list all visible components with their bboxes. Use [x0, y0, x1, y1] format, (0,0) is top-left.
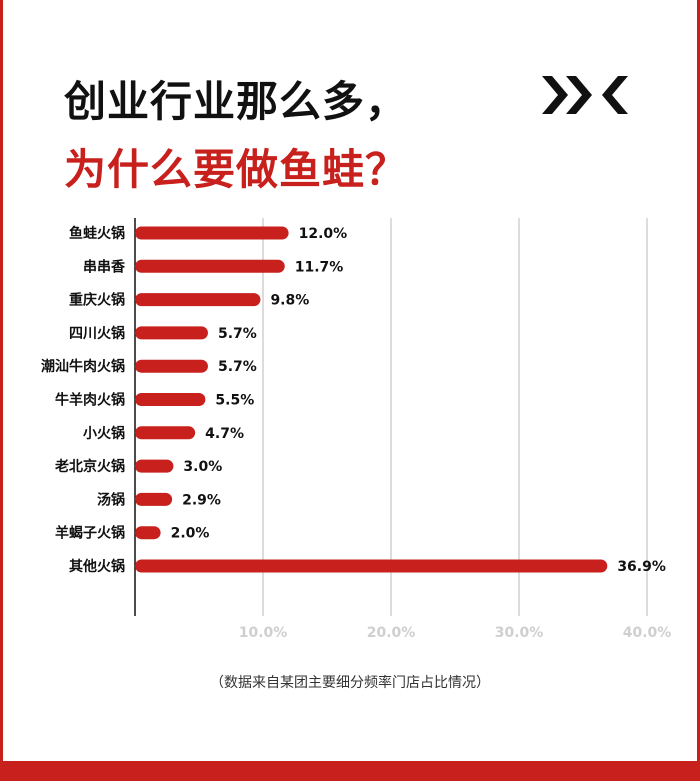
value-label: 9.8% — [270, 293, 309, 309]
category-label: 重庆火锅 — [69, 292, 125, 309]
grid-lines — [262, 218, 648, 616]
category-label: 羊蝎子火锅 — [55, 525, 125, 542]
value-label: 4.7% — [205, 426, 244, 442]
bar — [135, 559, 608, 573]
bar — [135, 393, 206, 406]
bar — [135, 226, 289, 240]
title-line-2: 为什么要做鱼蛙？ — [64, 145, 409, 194]
frame-bottom-band — [0, 761, 700, 781]
double-chevron-logo-icon — [542, 76, 628, 114]
x-tick-label: 40.0% — [623, 625, 672, 641]
frame-right-border — [697, 0, 700, 781]
value-label: 3.0% — [183, 459, 222, 475]
frame-left-border — [0, 0, 3, 781]
value-label: 12.0% — [299, 226, 348, 242]
x-tick-label: 20.0% — [367, 625, 416, 641]
value-label: 2.0% — [171, 526, 210, 542]
category-label: 老北京火锅 — [55, 458, 125, 475]
category-label: 小火锅 — [83, 426, 125, 442]
category-label: 汤锅 — [97, 492, 125, 508]
x-tick-label: 30.0% — [495, 625, 544, 641]
value-label: 5.5% — [215, 393, 254, 409]
category-label: 串串香 — [83, 258, 126, 275]
category-label: 鱼蛙火锅 — [69, 225, 125, 242]
title-line-1: 创业行业那么多， — [64, 77, 409, 126]
bar — [135, 359, 208, 373]
labels: 10.0% 20.0% 30.0% 40.0% 鱼蛙火锅 12.0% 串串香 11.7% 重庆火… — [41, 225, 671, 641]
x-tick-label: 10.0% — [239, 625, 288, 641]
value-label: 36.9% — [617, 559, 666, 575]
data-source-note: （数据来自某团主要细分频率门店占比情况） — [210, 675, 490, 691]
bar — [135, 459, 174, 473]
bar — [135, 293, 261, 307]
bar — [135, 259, 285, 273]
bar — [135, 492, 173, 506]
category-label: 牛羊肉火锅 — [55, 392, 125, 409]
bar — [135, 326, 208, 340]
value-label: 5.7% — [218, 359, 257, 375]
bar — [135, 426, 196, 440]
value-label: 2.9% — [182, 492, 221, 508]
value-label: 5.7% — [218, 326, 257, 342]
category-label: 四川火锅 — [69, 326, 125, 342]
category-label: 潮汕牛肉火锅 — [41, 358, 125, 375]
bars — [135, 226, 608, 573]
value-label: 11.7% — [295, 259, 344, 275]
bar-chart: 10.0% 20.0% 30.0% 40.0% 鱼蛙火锅 12.0% 串串香 11.7% 重庆火… — [41, 218, 671, 641]
bar — [135, 526, 161, 540]
category-label: 其他火锅 — [69, 558, 125, 575]
